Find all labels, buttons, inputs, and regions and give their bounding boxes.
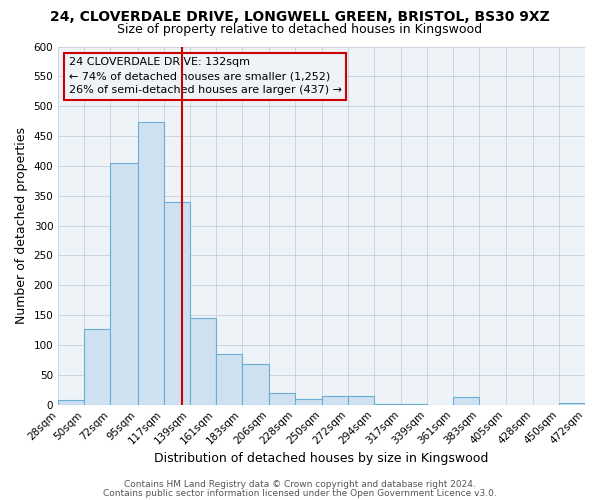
- Bar: [453, 397, 479, 404]
- Text: 24 CLOVERDALE DRIVE: 132sqm
← 74% of detached houses are smaller (1,252)
26% of : 24 CLOVERDALE DRIVE: 132sqm ← 74% of det…: [69, 57, 342, 95]
- Y-axis label: Number of detached properties: Number of detached properties: [15, 127, 28, 324]
- Text: Size of property relative to detached houses in Kingswood: Size of property relative to detached ho…: [118, 22, 482, 36]
- Bar: [190, 318, 216, 404]
- X-axis label: Distribution of detached houses by size in Kingswood: Distribution of detached houses by size …: [154, 452, 489, 465]
- Bar: [559, 403, 585, 404]
- Bar: [58, 400, 84, 404]
- Text: 24, CLOVERDALE DRIVE, LONGWELL GREEN, BRISTOL, BS30 9XZ: 24, CLOVERDALE DRIVE, LONGWELL GREEN, BR…: [50, 10, 550, 24]
- Text: Contains HM Land Registry data © Crown copyright and database right 2024.: Contains HM Land Registry data © Crown c…: [124, 480, 476, 489]
- Bar: [269, 393, 295, 404]
- Bar: [84, 329, 110, 404]
- Bar: [295, 399, 322, 404]
- Bar: [216, 354, 242, 405]
- Bar: [322, 396, 347, 404]
- Bar: [137, 122, 164, 404]
- Bar: [242, 364, 269, 405]
- Bar: [164, 202, 190, 404]
- Text: Contains public sector information licensed under the Open Government Licence v3: Contains public sector information licen…: [103, 488, 497, 498]
- Bar: [347, 396, 374, 404]
- Bar: [110, 163, 137, 404]
